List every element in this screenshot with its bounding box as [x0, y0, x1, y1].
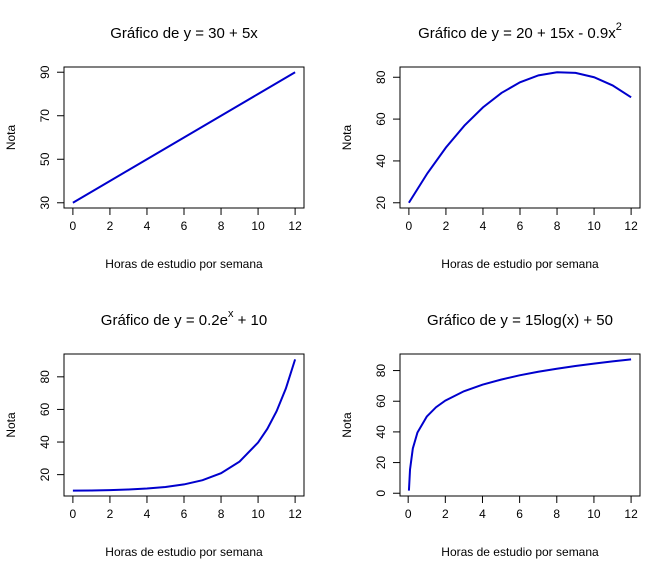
y-tick-label: 40: [38, 435, 52, 449]
data-line: [408, 71, 632, 204]
x-tick-label: 10: [251, 507, 265, 521]
x-tick-label: 12: [288, 507, 302, 521]
x-tick-label: 10: [587, 507, 601, 521]
data-line: [72, 359, 297, 492]
x-tick-label: 2: [107, 219, 114, 233]
y-tick-label: 40: [374, 425, 388, 439]
x-tick-label: 6: [181, 219, 188, 233]
x-tick-label: 4: [479, 507, 486, 521]
title-part: Gráfico de y = 20 + 15x - 0.9x: [418, 25, 616, 42]
chart-title: Gráfico de y = 15log(x) + 50: [427, 312, 613, 329]
panel: Gráfico de y = 15log(x) + 50 0 2 4 6 8 10 12 0 20…: [340, 312, 641, 559]
x-tick-label: 8: [553, 507, 560, 521]
x-axis-label: Horas de estudio por semana: [441, 257, 599, 271]
data-line: [72, 71, 296, 204]
chart-title: Gráfico de y = 20 + 15x - 0.9x2: [418, 21, 622, 42]
y-axis-label: Nota: [4, 125, 18, 151]
chart-title: Gráfico de y = 0.2ex + 10: [101, 308, 267, 329]
x-tick-label: 0: [70, 507, 77, 521]
x-tick-label: 2: [107, 507, 114, 521]
data-line: [407, 358, 632, 491]
plot-box: [63, 353, 305, 497]
chart-title: Gráfico de y = 30 + 5x: [110, 25, 258, 42]
y-tick-label: 80: [374, 70, 388, 84]
panel: Gráfico de y = 0.2ex + 10 0 2 4 6 8 10 12 20 40 60…: [4, 308, 305, 559]
x-axis-label: Horas de estudio por semana: [441, 545, 599, 559]
y-tick-label: 60: [374, 112, 388, 126]
y-tick-label: 30: [38, 196, 52, 210]
y-tick-label: 50: [38, 152, 52, 166]
x-tick-label: 8: [218, 507, 225, 521]
y-axis-label: Nota: [340, 125, 354, 151]
plot-box: [399, 66, 641, 209]
title-part: Gráfico de y = 0.2e: [101, 312, 228, 329]
y-tick-label: 40: [374, 154, 388, 168]
x-tick-label: 2: [443, 219, 450, 233]
y-tick-label: 0: [374, 490, 388, 497]
x-tick-label: 4: [480, 219, 487, 233]
y-tick-label: 20: [374, 196, 388, 210]
x-tick-label: 4: [144, 507, 151, 521]
x-tick-label: 10: [587, 219, 601, 233]
y-tick-label: 60: [38, 402, 52, 416]
y-tick-label: 80: [38, 370, 52, 384]
x-axis-label: Horas de estudio por semana: [105, 257, 263, 271]
title-part: 2: [616, 21, 622, 33]
x-tick-label: 2: [442, 507, 449, 521]
x-tick-label: 6: [181, 507, 188, 521]
y-tick-label: 80: [374, 364, 388, 378]
y-tick-label: 20: [374, 456, 388, 470]
x-tick-label: 6: [517, 219, 524, 233]
x-tick-label: 8: [554, 219, 561, 233]
x-tick-label: 12: [288, 219, 302, 233]
title-part: Gráfico de y = 30 + 5x: [110, 25, 258, 42]
title-part: x: [228, 308, 234, 320]
x-tick-label: 0: [405, 507, 412, 521]
y-tick-label: 90: [38, 65, 52, 79]
x-tick-label: 0: [406, 219, 413, 233]
title-part: + 10: [233, 312, 267, 329]
x-tick-label: 12: [624, 507, 638, 521]
y-axis-label: Nota: [4, 412, 18, 438]
x-tick-label: 0: [70, 219, 77, 233]
y-tick-label: 70: [38, 109, 52, 123]
panel: Gráfico de y = 30 + 5x 0 2 4 6 8 10 12 30 50 70 90 H…: [4, 25, 305, 271]
title-part: Gráfico de y = 15log(x) + 50: [427, 312, 613, 329]
y-tick-label: 20: [38, 468, 52, 482]
x-tick-label: 4: [144, 219, 151, 233]
y-axis-label: Nota: [340, 412, 354, 438]
y-tick-label: 60: [374, 394, 388, 408]
x-tick-label: 10: [251, 219, 265, 233]
x-axis-label: Horas de estudio por semana: [105, 545, 263, 559]
x-tick-label: 8: [218, 219, 225, 233]
x-tick-label: 6: [516, 507, 523, 521]
x-tick-label: 12: [624, 219, 638, 233]
